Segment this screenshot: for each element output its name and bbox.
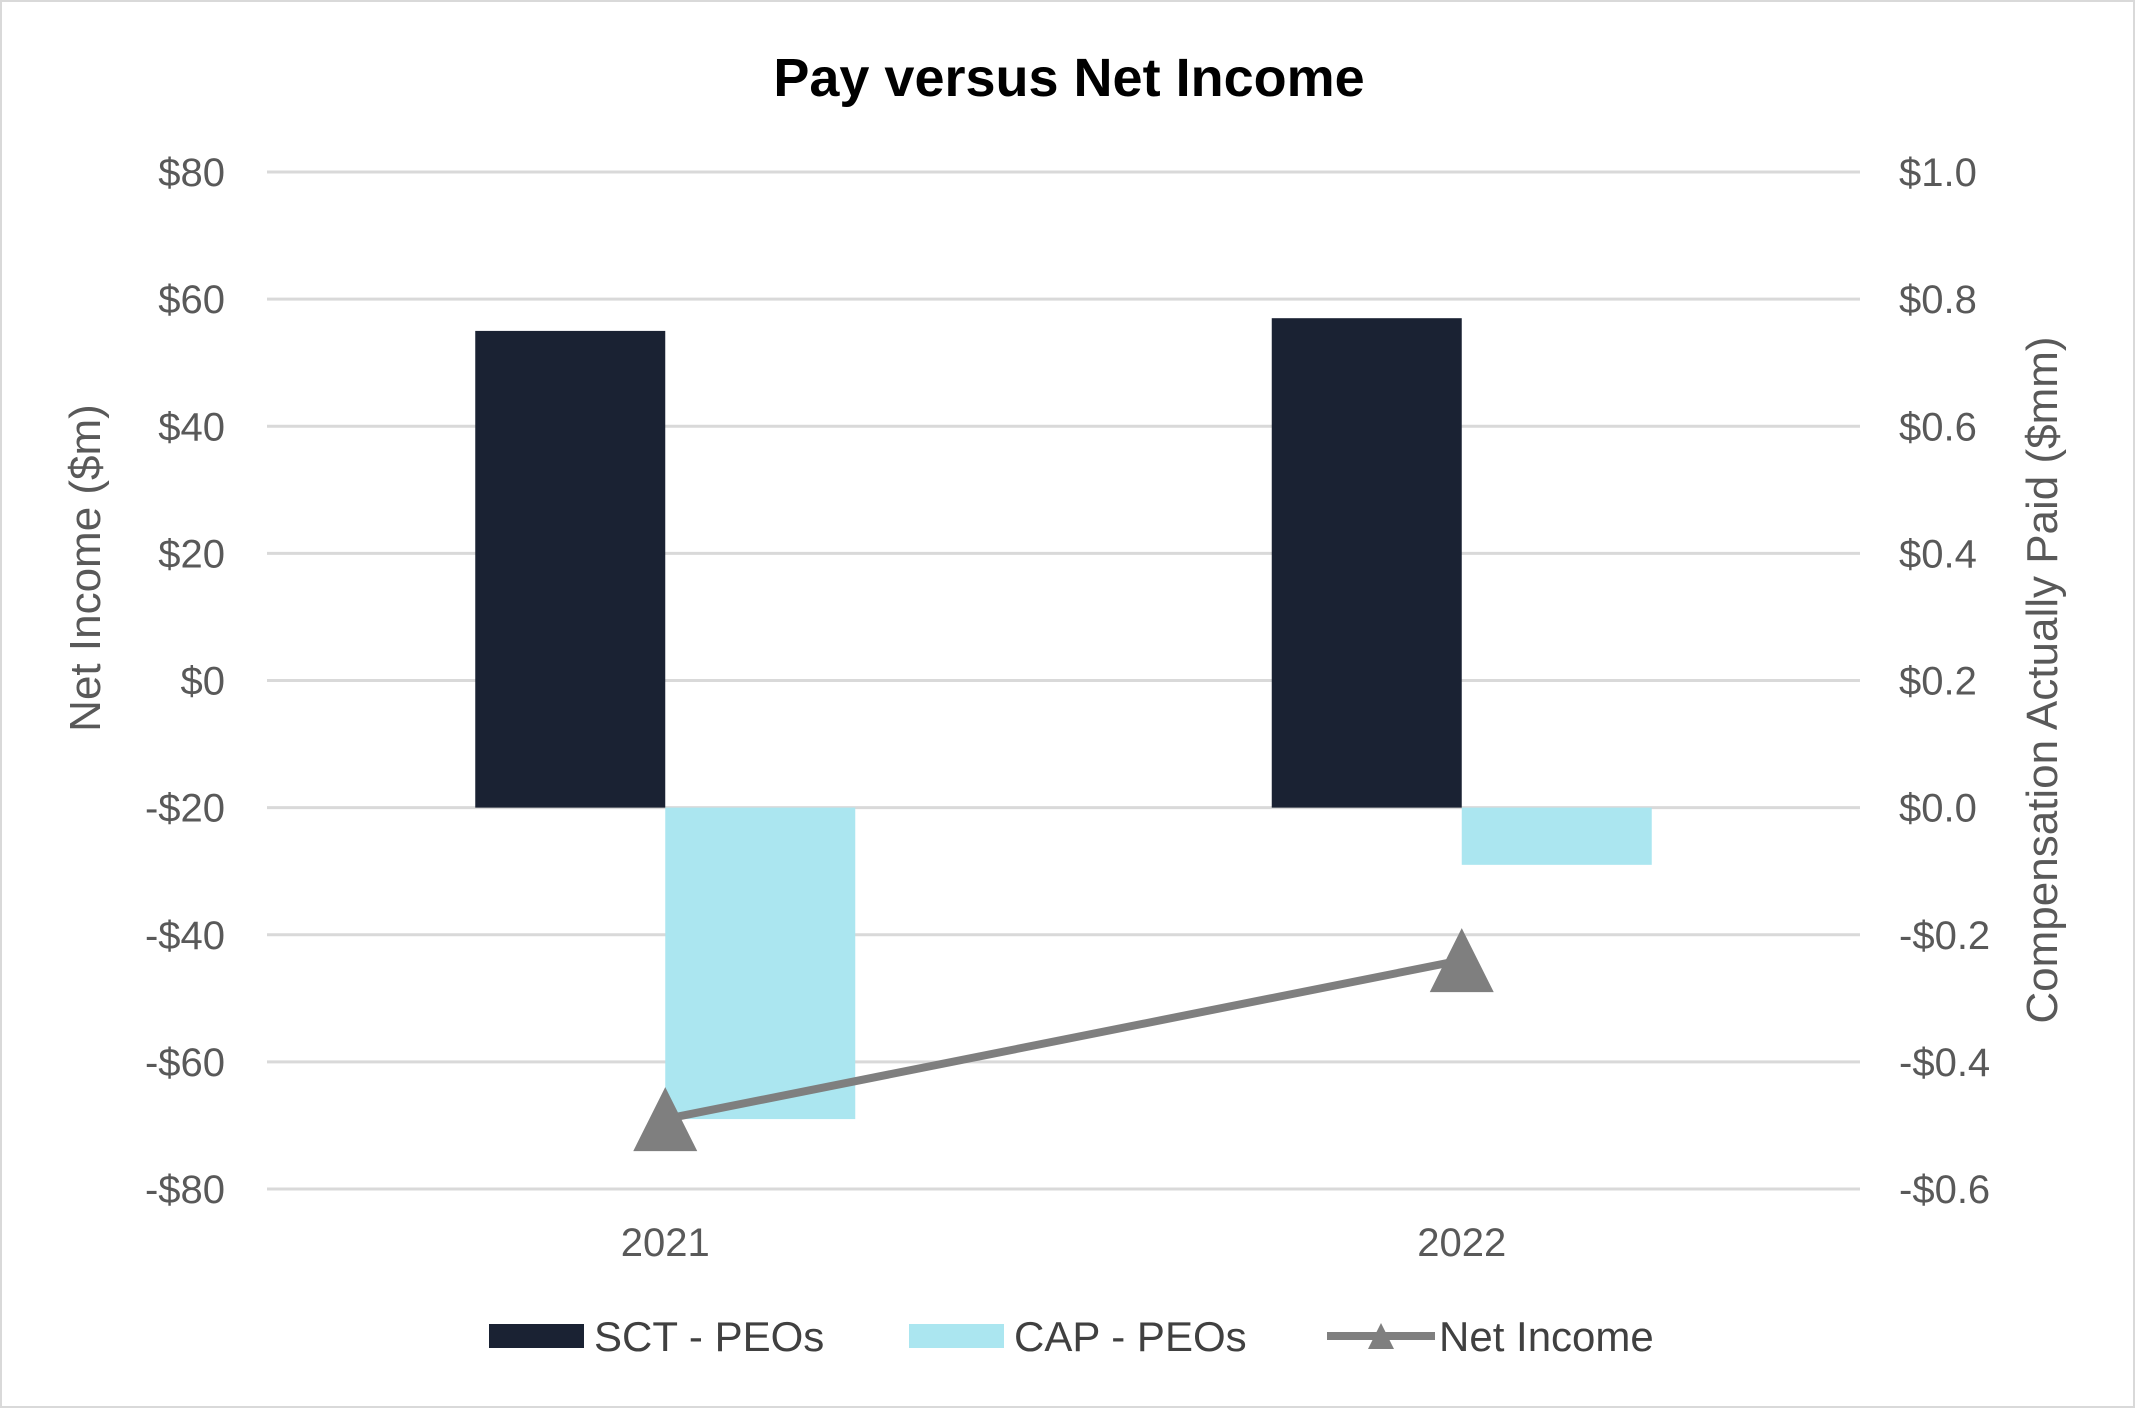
left-tick-label: $60 xyxy=(158,278,225,322)
cap-peos-bar xyxy=(665,807,856,1120)
legend-swatch-sct-peos xyxy=(489,1324,584,1348)
left-tick-label: -$20 xyxy=(145,787,225,831)
right-tick-label: -$0.2 xyxy=(1899,914,1990,958)
cap-peos-bar xyxy=(1461,807,1652,865)
right-axis-title: Compensation Actually Paid ($mm) xyxy=(2018,336,2067,1023)
left-tick-label: $80 xyxy=(158,151,225,195)
left-tick-label: $20 xyxy=(158,532,225,576)
legend-label-net-income: Net Income xyxy=(1439,1313,1654,1360)
right-tick-label: $0.0 xyxy=(1899,787,1977,831)
x-axis-labels: 2021 2022 xyxy=(621,1221,1506,1265)
net-income-triangle-marker xyxy=(1429,928,1494,993)
left-axis-ticks: -$80 -$60 -$40 -$20 $0 $20 $40 $60 $80 xyxy=(145,151,225,1212)
sct-peos-bar xyxy=(475,330,666,808)
legend-label-cap-peos: CAP - PEOs xyxy=(1014,1313,1247,1360)
right-tick-label: -$0.4 xyxy=(1899,1041,1990,1085)
legend-label-sct-peos: SCT - PEOs xyxy=(594,1313,824,1360)
right-tick-label: $0.6 xyxy=(1899,405,1977,449)
right-tick-label: $0.2 xyxy=(1899,660,1977,704)
right-tick-label: $0.4 xyxy=(1899,532,1977,576)
left-tick-label: -$80 xyxy=(145,1168,225,1212)
x-axis-label: 2022 xyxy=(1417,1221,1506,1265)
bars xyxy=(475,318,1652,1120)
left-axis-title: Net Income ($m) xyxy=(61,404,110,732)
legend-swatch-cap-peos xyxy=(909,1324,1004,1348)
net-income-line xyxy=(633,928,1494,1152)
net-income-triangle-marker xyxy=(633,1087,698,1152)
sct-peos-bar xyxy=(1271,318,1462,808)
left-tick-label: $40 xyxy=(158,405,225,449)
left-tick-label: -$40 xyxy=(145,914,225,958)
left-tick-label: $0 xyxy=(181,660,226,704)
right-axis-ticks: -$0.6 -$0.4 -$0.2 $0.0 $0.2 $0.4 $0.6 $0.8 $1.0 xyxy=(1899,151,1990,1212)
x-axis-label: 2021 xyxy=(621,1221,710,1265)
legend: SCT - PEOs CAP - PEOs Net Income xyxy=(489,1313,1654,1360)
net-income-line-path xyxy=(664,956,1463,1124)
right-tick-label: $1.0 xyxy=(1899,151,1977,195)
right-tick-label: $0.8 xyxy=(1899,278,1977,322)
left-tick-label: -$60 xyxy=(145,1041,225,1085)
legend-triangle-marker xyxy=(1368,1323,1394,1349)
right-tick-label: -$0.6 xyxy=(1899,1168,1990,1212)
chart-title: Pay versus Net Income xyxy=(773,48,1364,108)
